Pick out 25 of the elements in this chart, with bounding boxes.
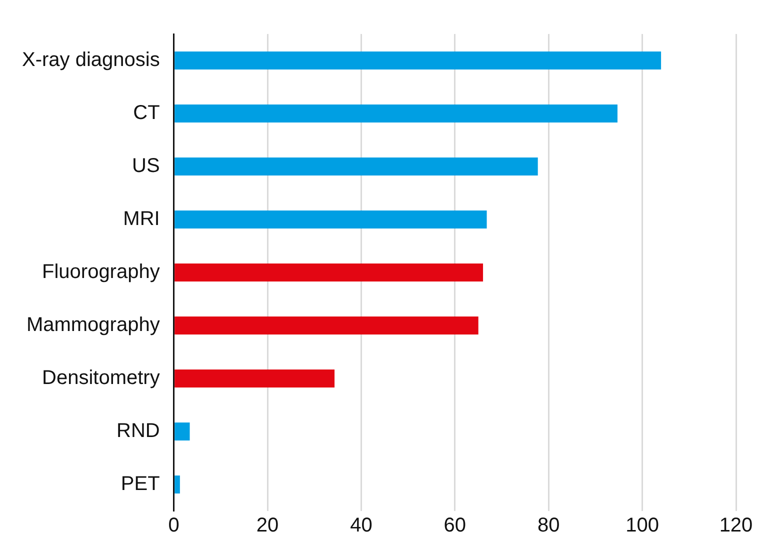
x-tick-label: 80 <box>537 514 560 537</box>
bar <box>174 263 484 282</box>
y-tick-label: MRI <box>123 208 160 230</box>
y-tick-label: X-ray diagnosis <box>22 49 160 72</box>
bar <box>174 369 335 388</box>
bar <box>174 475 180 494</box>
y-tick-label: Mammography <box>26 314 160 336</box>
x-tick-label: 120 <box>719 514 753 537</box>
bar <box>174 104 618 123</box>
y-tick-label: CT <box>133 102 160 124</box>
bar <box>174 157 538 176</box>
bar <box>174 316 478 335</box>
y-tick-label: PET <box>120 473 160 496</box>
y-tick-label: RND <box>116 420 160 442</box>
y-tick-label: US <box>132 155 160 178</box>
x-tick-label: 100 <box>626 514 659 537</box>
bar <box>174 422 190 441</box>
x-tick-label: 60 <box>444 514 466 537</box>
x-tick-label: 0 <box>168 514 180 537</box>
x-tick-label: 40 <box>350 514 372 537</box>
y-tick-label: Fluorography <box>42 261 160 284</box>
y-tick-label: Densitometry <box>42 367 160 390</box>
bar <box>174 51 662 70</box>
bar <box>174 210 487 229</box>
x-tick-label: 20 <box>256 514 279 537</box>
